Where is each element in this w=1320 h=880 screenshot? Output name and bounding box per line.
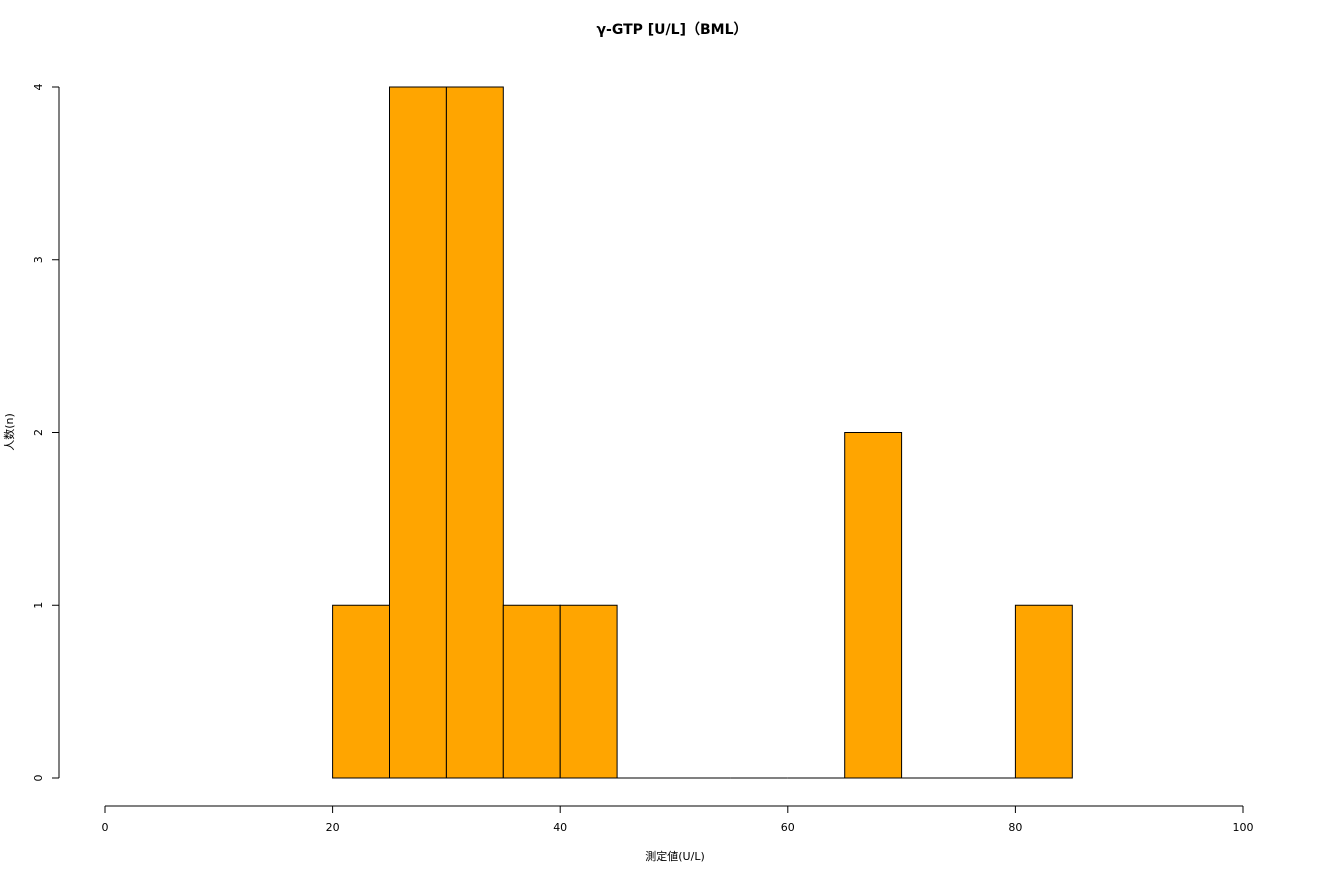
bar bbox=[389, 86, 447, 779]
bar bbox=[1014, 604, 1073, 779]
x-tick-label: 40 bbox=[553, 821, 567, 834]
bar bbox=[445, 86, 504, 779]
y-tick-label: 3 bbox=[32, 256, 45, 263]
bar bbox=[844, 432, 903, 779]
bar bbox=[502, 604, 561, 779]
y-tick-label: 0 bbox=[32, 775, 45, 782]
bar bbox=[332, 604, 390, 779]
chart-title: γ-GTP [U/L]（BML） bbox=[597, 22, 748, 38]
bar bbox=[559, 604, 618, 779]
x-tick-label: 60 bbox=[781, 821, 795, 834]
y-tick-label: 2 bbox=[32, 429, 45, 436]
y-tick-label: 4 bbox=[32, 84, 45, 91]
x-tick-label: 80 bbox=[1008, 821, 1022, 834]
y-tick-label: 1 bbox=[32, 602, 45, 609]
x-tick-label: 0 bbox=[102, 821, 109, 834]
x-axis-label: 測定値(U/L) bbox=[645, 849, 704, 863]
y-axis-label: 人数(n) bbox=[3, 413, 16, 451]
x-tick-label: 100 bbox=[1233, 821, 1254, 834]
x-tick-label: 20 bbox=[326, 821, 340, 834]
